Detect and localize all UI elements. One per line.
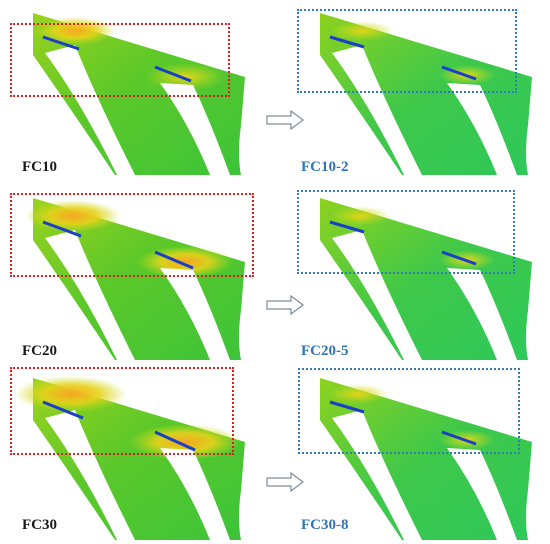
region-highlight-box <box>298 368 520 454</box>
region-highlight-box <box>10 193 254 277</box>
blade-contour-plot <box>320 198 532 360</box>
blade-contour-plot <box>33 13 245 175</box>
case-label-fc20: FC20 <box>22 343 57 359</box>
region-highlight-box <box>10 23 230 97</box>
blade-contour-plot <box>25 198 245 360</box>
blade-contour-plot <box>320 13 532 175</box>
region-highlight-box <box>297 190 515 274</box>
region-highlight-box <box>10 367 234 455</box>
region-highlight-box <box>297 9 517 93</box>
contour-panel-fc20-5 <box>292 190 542 360</box>
case-label-fc30-8: FC30-8 <box>301 517 349 533</box>
contour-panel-fc20 <box>5 190 255 360</box>
blade-contour-plot <box>15 376 245 540</box>
contour-panel-fc10-2 <box>292 5 542 175</box>
contour-panel-fc10 <box>5 5 255 175</box>
contour-panel-fc30-8 <box>292 368 542 540</box>
case-label-fc30: FC30 <box>22 517 57 533</box>
right-arrow-icon <box>266 472 304 492</box>
right-arrow-icon <box>266 295 304 315</box>
case-label-fc10: FC10 <box>22 159 57 175</box>
case-label-fc10-2: FC10-2 <box>301 159 349 175</box>
right-arrow-icon <box>266 110 304 130</box>
contour-panel-fc30 <box>5 367 255 540</box>
blade-contour-plot <box>320 378 532 540</box>
case-label-fc20-5: FC20-5 <box>301 343 349 359</box>
